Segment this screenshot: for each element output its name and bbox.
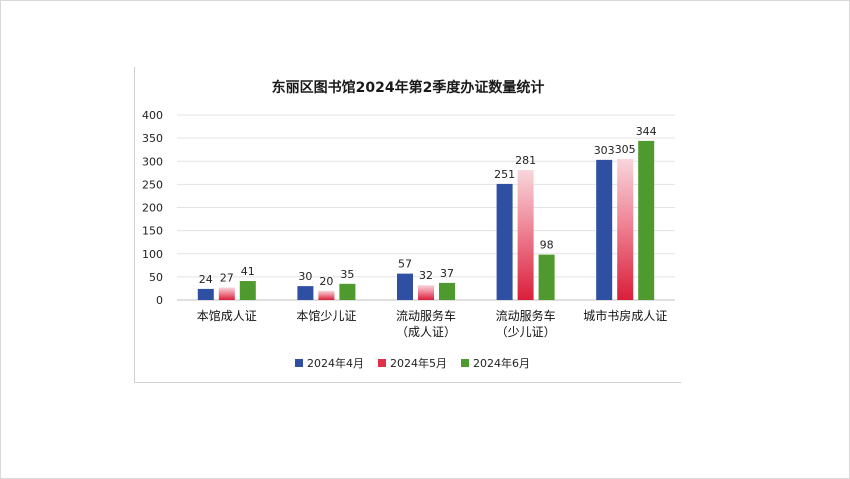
bar [297,286,314,300]
legend-swatch [378,359,386,367]
bar [218,287,235,300]
y-tick-label: 250 [142,178,163,191]
y-tick-label: 200 [142,202,163,215]
x-tick-label: 流动服务车 [396,308,456,323]
legend-label: 2024年5月 [390,357,447,370]
data-label: 27 [220,272,234,285]
bar [496,183,513,300]
bar-chart-plot: 0 50 100 150 200 250 300 350 400 24 27 41 30 20 35 57 3… [142,109,675,339]
bar [239,281,256,300]
y-tick-label: 400 [142,109,163,122]
y-tick-label: 100 [142,248,163,261]
legend-item: 2024年6月 [461,355,530,371]
legend-swatch [295,359,303,367]
bar [318,290,335,300]
chart-legend: 2024年4月 2024年5月 2024年6月 [295,355,544,371]
data-label: 251 [494,168,515,181]
bar [397,273,413,300]
x-tick-label: 流动服务车 [496,308,556,323]
data-label: 303 [594,144,615,157]
x-tick-label: 本馆成人证 [197,308,257,323]
data-label: 30 [298,270,312,283]
legend-label: 2024年6月 [473,357,530,370]
x-tick-label: 本馆少儿证 [296,308,356,323]
x-tick-label: 城市书房成人证 [583,308,667,323]
y-tick-label: 300 [142,155,163,168]
y-tick-label: 350 [142,132,163,145]
bar [638,140,655,300]
bar [197,288,214,300]
data-label: 37 [440,267,454,280]
bar [538,254,555,300]
x-tick-label: （少儿证） [496,325,556,339]
legend-label: 2024年4月 [307,357,364,370]
chart-area: 东丽区图书馆2024年第2季度办证数量统计 0 50 100 150 200 250 300… [134,67,681,383]
data-label: 35 [340,268,354,281]
data-label: 98 [540,239,554,252]
y-tick-label: 0 [156,294,163,307]
data-label: 24 [199,273,213,286]
y-tick-label: 150 [142,225,163,238]
bar [418,285,434,300]
data-label: 305 [615,143,636,156]
legend-item: 2024年5月 [378,355,447,371]
y-tick-label: 50 [149,271,163,284]
data-label: 57 [398,258,412,271]
chart-title: 东丽区图书馆2024年第2季度办证数量统计 [271,80,545,96]
data-label: 344 [636,125,657,138]
legend-swatch [461,359,469,367]
bar [439,282,455,300]
y-axis-ticks: 0 50 100 150 200 250 300 350 400 [142,109,163,307]
bars [197,140,655,300]
bar [617,158,634,300]
x-axis-ticks: 本馆成人证 本馆少儿证 流动服务车 （成人证） 流动服务车 （少儿证） 城市书房成人证 [197,308,667,339]
data-label: 32 [419,269,433,282]
legend-item: 2024年4月 [295,355,364,371]
data-label: 41 [241,265,255,278]
bar [339,283,356,300]
data-label: 20 [319,275,333,288]
data-label: 281 [515,154,536,167]
x-tick-label: （成人证） [396,325,456,339]
bar [517,170,534,300]
bar [596,159,613,300]
